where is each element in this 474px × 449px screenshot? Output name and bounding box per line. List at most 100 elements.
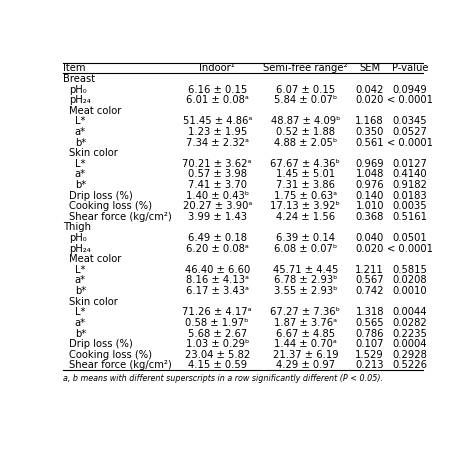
Text: Item: Item — [63, 63, 85, 73]
Text: 7.41 ± 3.70: 7.41 ± 3.70 — [188, 180, 246, 190]
Text: 0.565: 0.565 — [356, 318, 384, 328]
Text: 0.976: 0.976 — [356, 180, 384, 190]
Text: Semi-free range²: Semi-free range² — [263, 63, 347, 73]
Text: 0.020: 0.020 — [356, 95, 384, 105]
Text: 0.969: 0.969 — [356, 159, 384, 169]
Text: 7.34 ± 2.32ᵃ: 7.34 ± 2.32ᵃ — [186, 137, 249, 148]
Text: 0.042: 0.042 — [356, 84, 384, 95]
Text: a*: a* — [75, 276, 86, 286]
Text: 1.44 ± 0.70ᵃ: 1.44 ± 0.70ᵃ — [274, 339, 337, 349]
Text: a*: a* — [75, 127, 86, 137]
Text: 0.57 ± 3.98: 0.57 ± 3.98 — [188, 169, 246, 180]
Text: 0.9182: 0.9182 — [392, 180, 428, 190]
Text: 0.0345: 0.0345 — [393, 116, 428, 126]
Text: a*: a* — [75, 169, 86, 180]
Text: 0.0527: 0.0527 — [392, 127, 428, 137]
Text: 4.29 ± 0.97: 4.29 ± 0.97 — [276, 361, 335, 370]
Text: 6.39 ± 0.14: 6.39 ± 0.14 — [276, 233, 335, 243]
Text: 6.49 ± 0.18: 6.49 ± 0.18 — [188, 233, 246, 243]
Text: 0.5161: 0.5161 — [392, 212, 428, 222]
Text: 0.0183: 0.0183 — [393, 191, 428, 201]
Text: pH₂₄: pH₂₄ — [69, 244, 91, 254]
Text: 51.45 ± 4.86ᵃ: 51.45 ± 4.86ᵃ — [182, 116, 252, 126]
Text: 0.5226: 0.5226 — [392, 361, 428, 370]
Text: a*: a* — [75, 318, 86, 328]
Text: 1.048: 1.048 — [356, 169, 384, 180]
Text: 0.0949: 0.0949 — [392, 84, 428, 95]
Text: 0.786: 0.786 — [356, 329, 384, 339]
Text: 1.010: 1.010 — [356, 201, 384, 211]
Text: 0.58 ± 1.97ᵇ: 0.58 ± 1.97ᵇ — [185, 318, 249, 328]
Text: Breast: Breast — [63, 74, 95, 84]
Text: 6.08 ± 0.07ᵇ: 6.08 ± 0.07ᵇ — [274, 244, 337, 254]
Text: 17.13 ± 3.92ᵇ: 17.13 ± 3.92ᵇ — [271, 201, 340, 211]
Text: 1.87 ± 3.76ᵃ: 1.87 ± 3.76ᵃ — [274, 318, 337, 328]
Text: 0.0035: 0.0035 — [393, 201, 428, 211]
Text: Drip loss (%): Drip loss (%) — [69, 191, 133, 201]
Text: b*: b* — [75, 329, 86, 339]
Text: < 0.0001: < 0.0001 — [387, 244, 433, 254]
Text: pH₀: pH₀ — [69, 233, 87, 243]
Text: 6.01 ± 0.08ᵃ: 6.01 ± 0.08ᵃ — [186, 95, 249, 105]
Text: b*: b* — [75, 286, 86, 296]
Text: 0.040: 0.040 — [356, 233, 384, 243]
Text: 0.0501: 0.0501 — [392, 233, 428, 243]
Text: 46.40 ± 6.60: 46.40 ± 6.60 — [184, 265, 250, 275]
Text: 0.0208: 0.0208 — [393, 276, 428, 286]
Text: Indoor¹: Indoor¹ — [200, 63, 235, 73]
Text: a, b means with different superscripts in a row significantly different (P < 0.0: a, b means with different superscripts i… — [63, 374, 383, 383]
Text: Meat color: Meat color — [69, 106, 121, 116]
Text: 0.0282: 0.0282 — [392, 318, 428, 328]
Text: 70.21 ± 3.62ᵃ: 70.21 ± 3.62ᵃ — [182, 159, 252, 169]
Text: 0.0004: 0.0004 — [393, 339, 428, 349]
Text: 6.67 ± 4.85: 6.67 ± 4.85 — [276, 329, 335, 339]
Text: 0.0010: 0.0010 — [393, 286, 428, 296]
Text: 0.567: 0.567 — [356, 276, 384, 286]
Text: 0.368: 0.368 — [356, 212, 384, 222]
Text: 0.2235: 0.2235 — [392, 329, 428, 339]
Text: 45.71 ± 4.45: 45.71 ± 4.45 — [273, 265, 338, 275]
Text: pH₂₄: pH₂₄ — [69, 95, 91, 105]
Text: SEM: SEM — [359, 63, 380, 73]
Text: 4.15 ± 0.59: 4.15 ± 0.59 — [188, 361, 247, 370]
Text: 6.17 ± 3.43ᵃ: 6.17 ± 3.43ᵃ — [186, 286, 249, 296]
Text: 48.87 ± 4.09ᵇ: 48.87 ± 4.09ᵇ — [271, 116, 340, 126]
Text: 1.23 ± 1.95: 1.23 ± 1.95 — [188, 127, 247, 137]
Text: 67.67 ± 4.36ᵇ: 67.67 ± 4.36ᵇ — [271, 159, 340, 169]
Text: 6.07 ± 0.15: 6.07 ± 0.15 — [276, 84, 335, 95]
Text: Shear force (kg/cm²): Shear force (kg/cm²) — [69, 212, 172, 222]
Text: Meat color: Meat color — [69, 254, 121, 264]
Text: 1.40 ± 0.43ᵇ: 1.40 ± 0.43ᵇ — [186, 191, 249, 201]
Text: < 0.0001: < 0.0001 — [387, 137, 433, 148]
Text: Cooking loss (%): Cooking loss (%) — [69, 201, 152, 211]
Text: 0.020: 0.020 — [356, 244, 384, 254]
Text: 21.37 ± 6.19: 21.37 ± 6.19 — [273, 350, 338, 360]
Text: 7.31 ± 3.86: 7.31 ± 3.86 — [276, 180, 335, 190]
Text: Drip loss (%): Drip loss (%) — [69, 339, 133, 349]
Text: 4.88 ± 2.05ᵇ: 4.88 ± 2.05ᵇ — [274, 137, 337, 148]
Text: 71.26 ± 4.17ᵃ: 71.26 ± 4.17ᵃ — [182, 307, 252, 317]
Text: 0.350: 0.350 — [356, 127, 384, 137]
Text: 0.140: 0.140 — [356, 191, 384, 201]
Text: 8.16 ± 4.13ᵃ: 8.16 ± 4.13ᵃ — [186, 276, 249, 286]
Text: 3.99 ± 1.43: 3.99 ± 1.43 — [188, 212, 246, 222]
Text: L*: L* — [75, 307, 85, 317]
Text: 0.2928: 0.2928 — [392, 350, 428, 360]
Text: L*: L* — [75, 159, 85, 169]
Text: 5.68 ± 2.67: 5.68 ± 2.67 — [188, 329, 247, 339]
Text: < 0.0001: < 0.0001 — [387, 95, 433, 105]
Text: 23.04 ± 5.82: 23.04 ± 5.82 — [184, 350, 250, 360]
Text: 6.20 ± 0.08ᵃ: 6.20 ± 0.08ᵃ — [186, 244, 249, 254]
Text: 67.27 ± 7.36ᵇ: 67.27 ± 7.36ᵇ — [270, 307, 340, 317]
Text: L*: L* — [75, 116, 85, 126]
Text: 1.318: 1.318 — [356, 307, 384, 317]
Text: 3.55 ± 2.93ᵇ: 3.55 ± 2.93ᵇ — [273, 286, 337, 296]
Text: 0.561: 0.561 — [356, 137, 384, 148]
Text: Skin color: Skin color — [69, 297, 118, 307]
Text: 0.107: 0.107 — [356, 339, 384, 349]
Text: 0.0044: 0.0044 — [393, 307, 428, 317]
Text: 0.5815: 0.5815 — [392, 265, 428, 275]
Text: 1.03 ± 0.29ᵇ: 1.03 ± 0.29ᵇ — [185, 339, 249, 349]
Text: Thigh: Thigh — [63, 222, 91, 233]
Text: 0.4140: 0.4140 — [393, 169, 428, 180]
